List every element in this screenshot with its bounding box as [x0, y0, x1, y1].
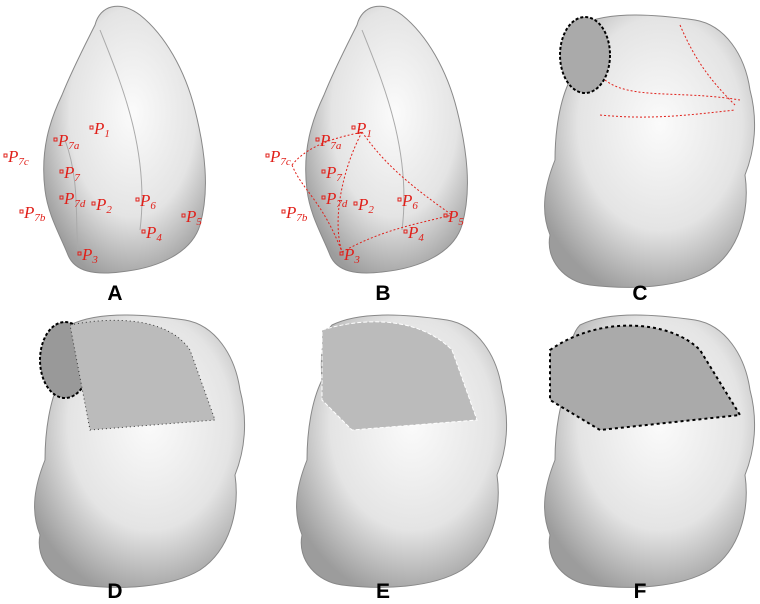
point-marker [266, 154, 269, 157]
point-name: P [401, 191, 412, 210]
point-name: P [343, 245, 354, 264]
point-subscript: 7 [74, 172, 80, 184]
panel-label: F [634, 580, 647, 603]
point-subscript: 7 [336, 172, 342, 184]
point-name: P [95, 195, 106, 214]
point-subscript: 4 [418, 232, 424, 244]
point-name: P [325, 189, 336, 208]
point-name: P [319, 131, 330, 150]
panel-label: D [107, 580, 122, 603]
point-subscript: 7d [74, 198, 86, 210]
point-name: P [407, 223, 418, 242]
point-subscript: 4 [156, 232, 162, 244]
panel-label: B [375, 282, 390, 305]
point-subscript: 1 [366, 128, 372, 140]
point-name: P [81, 245, 92, 264]
point-marker [20, 210, 23, 213]
point-name: P [7, 147, 18, 166]
point-name: P [325, 163, 336, 182]
point-subscript: 3 [91, 254, 98, 266]
panel-b-render [292, 6, 467, 273]
point-name: P [285, 203, 296, 222]
point-subscript: 5 [196, 216, 202, 228]
point-marker [282, 210, 285, 213]
point-subscript: 7c [280, 156, 291, 168]
point-label: P7b [23, 203, 46, 224]
panel-c-render [545, 15, 755, 287]
point-label: P7c [7, 147, 29, 168]
point-name: P [63, 189, 74, 208]
point-marker [4, 154, 7, 157]
point-subscript: 2 [106, 204, 112, 216]
panel-f-render [545, 315, 755, 587]
point-name: P [355, 119, 366, 138]
point-label: P7b [285, 203, 308, 224]
point-name: P [139, 191, 150, 210]
point-name: P [145, 223, 156, 242]
point-subscript: 7c [18, 156, 29, 168]
point-label: P7c [269, 147, 291, 168]
point-name: P [185, 207, 196, 226]
point-name: P [23, 203, 34, 222]
figure: AP1P7aP7cP7P7dP2P6P7bP4P5P3BP1P7aP7cP7P7… [0, 0, 760, 604]
point-subscript: 7b [34, 212, 46, 224]
point-subscript: 1 [104, 128, 110, 140]
point-subscript: 6 [412, 200, 418, 212]
panel-e-render [297, 315, 507, 587]
point-name: P [63, 163, 74, 182]
point-name: P [357, 195, 368, 214]
point-subscript: 6 [150, 200, 156, 212]
point-name: P [447, 207, 458, 226]
panel-label: A [107, 282, 122, 305]
point-subscript: 7a [330, 140, 342, 152]
panel-label: E [376, 580, 390, 603]
panel-label: C [632, 282, 647, 305]
point-subscript: 7b [296, 212, 308, 224]
point-subscript: 5 [458, 216, 464, 228]
point-subscript: 7a [68, 140, 80, 152]
point-name: P [269, 147, 280, 166]
point-subscript: 2 [368, 204, 374, 216]
point-name: P [57, 131, 68, 150]
point-subscript: 3 [353, 254, 360, 266]
point-subscript: 7d [336, 198, 348, 210]
point-name: P [93, 119, 104, 138]
panel-d-render [35, 315, 245, 587]
